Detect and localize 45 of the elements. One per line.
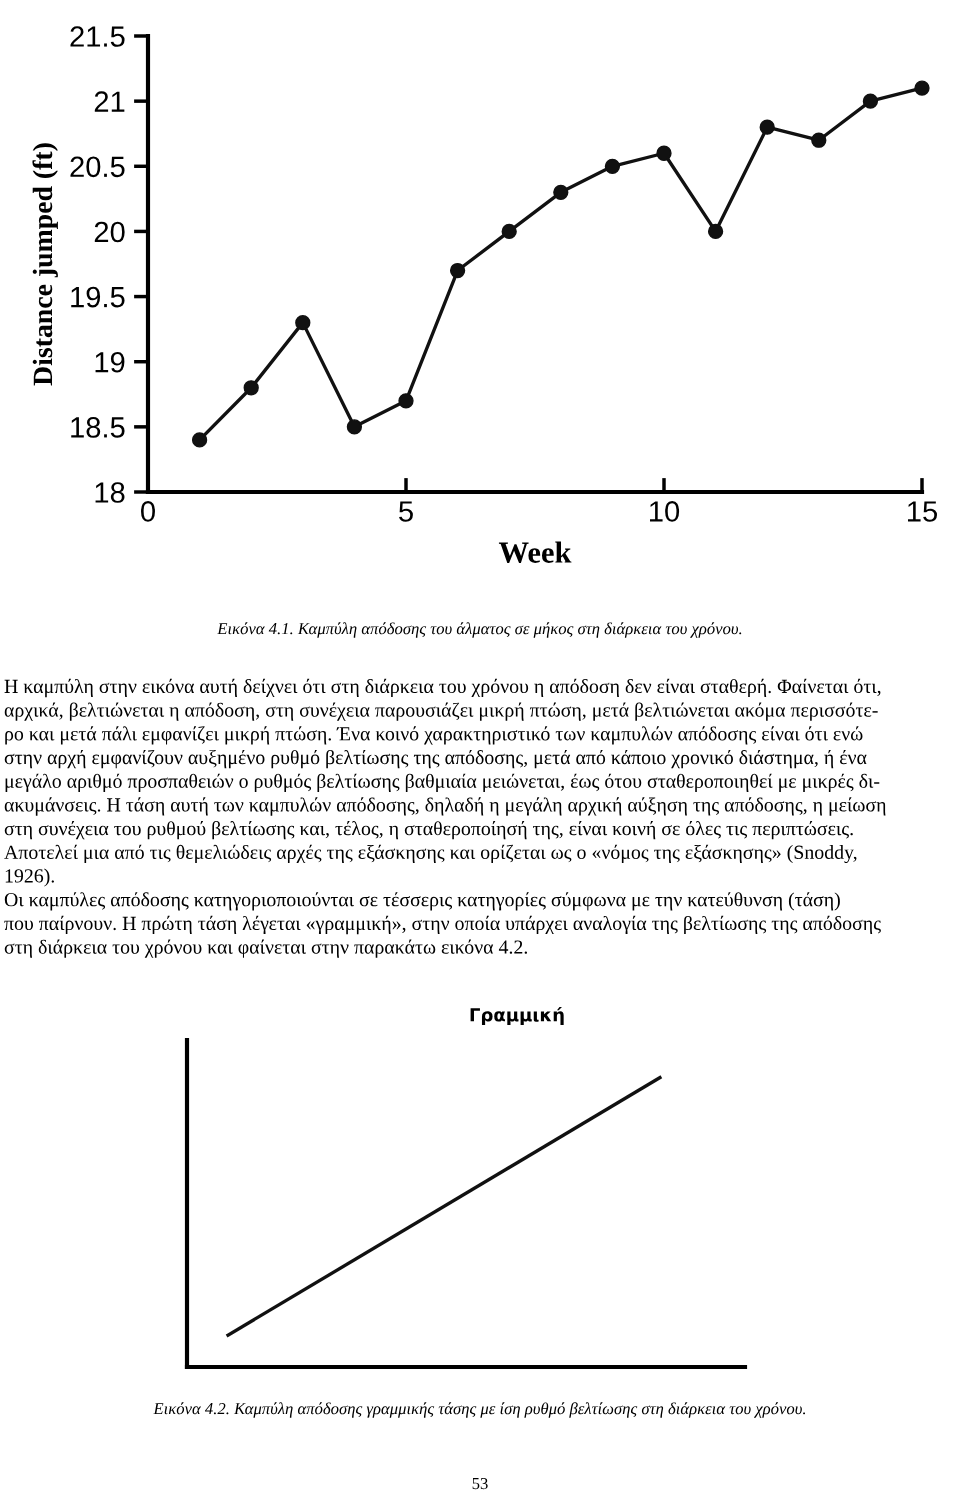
text: στην αρχή εμφανίζουν αυξημένο ρυθμό βελτίωσης της απόδοσης, μετά από κάποιο χρονικό διάστημα, ή ένα xyxy=(4,749,867,769)
text: στη διάρκεια του χρόνου και φαίνεται στην παρακάτω εικόνα 4.2. xyxy=(4,939,528,958)
text: που παίρνουν. Η πρώτη τάση λέγεται «γραμμική», στην οποία υπάρχει αναλογία της βελτίωσης της απόδοσης xyxy=(4,915,881,935)
text: Οι καμπύλες απόδοσης κατηγοριοποιούνται σε τέσσερις κατηγορίες σύμφωνα με την κατεύθυνση (τάση) xyxy=(4,892,840,911)
y-tick-label: 18.5 xyxy=(71,417,125,438)
text: 1926). xyxy=(5,868,54,887)
text: Αποτελεί μια από τις θεμελιώδεις αρχές της εξάσκησης και ορίζεται ως ο «νόμος της εξάσκησης» (Snoddy, xyxy=(4,844,857,864)
point xyxy=(501,223,517,240)
text: ακυμάνσεις. Η τάση αυτή των καμπυλών απόδοσης, δηλαδή η μεγάλη αρχική αύξηση της απόδοσης, η μείωση xyxy=(4,797,886,816)
text: Η καμπύλη στην εικόνα αυτή δείχνει ότι στη διάρκεια του χρόνου η απόδοση δεν είναι σταθερή. Φαίνεται ότι, xyxy=(4,678,881,698)
x-tick-label: 5 xyxy=(399,501,413,522)
y-tick-label: 21 xyxy=(94,91,125,112)
point xyxy=(707,223,724,240)
point xyxy=(295,314,311,331)
y-tick-label: 20.5 xyxy=(70,156,125,178)
text: μεγάλο αριθμό προσπαθειών ο ρυθμός βελτίωσης βαθμιαία μειώνεται, έως ότου σταθεροποιηθεί με μικρές δι- xyxy=(5,773,880,792)
x-tick-label: 15 xyxy=(908,501,937,522)
y-axis-title: Distance jumped (ft) xyxy=(32,143,58,386)
point xyxy=(656,145,672,161)
text: 53 xyxy=(472,1477,488,1490)
y-tick-label: 21.5 xyxy=(70,26,125,47)
text: αρχικά, βελτιώνεται η απόδοση, στη συνέχεια παρουσιάζει μικρή πτώση, μετά βελτιώνεται ακόμα περισσότε- xyxy=(4,702,878,721)
point xyxy=(243,380,259,396)
point xyxy=(449,262,466,279)
point xyxy=(191,432,208,448)
y-tick-label: 19.5 xyxy=(71,286,125,308)
text: Εικόνα 4.2. Καμπύλη απόδοσης γραμμικής τάσης με ίση ρυθμό βελτίωσης στη διάρκεια του χρόνου. xyxy=(153,1402,806,1418)
x-tick-label: 0 xyxy=(141,501,155,522)
point xyxy=(759,119,775,135)
x-tick-label: 10 xyxy=(650,501,680,522)
text: στη συνέχεια του ρυθμού βελτίωσης και, τέλος, η σταθεροποίησή της, είναι κοινή σε όλες τις περιπτώσεις. xyxy=(4,821,853,840)
y-tick-label: 18 xyxy=(95,482,125,503)
point xyxy=(811,132,827,148)
point xyxy=(914,80,930,96)
text: ρο και μετά πάλι εμφανίζει μικρή πτώση. Ένα κοινό χαρακτηριστικό των καμπυλών απόδοσης είναι ότι ενώ xyxy=(5,726,863,745)
point xyxy=(398,393,414,409)
point xyxy=(346,419,363,435)
point xyxy=(862,93,879,109)
y-tick-label: 19 xyxy=(95,351,125,373)
chart-title: Γραμμική xyxy=(470,1006,564,1026)
text: Εικόνα 4.1. Καμπύλη απόδοσης του άλματος σε μήκος στη διάρκεια του χρόνου. xyxy=(217,622,742,638)
point xyxy=(553,184,569,200)
point xyxy=(604,158,621,174)
x-axis-title: Week xyxy=(498,541,572,564)
y-tick-label: 20 xyxy=(94,221,125,243)
